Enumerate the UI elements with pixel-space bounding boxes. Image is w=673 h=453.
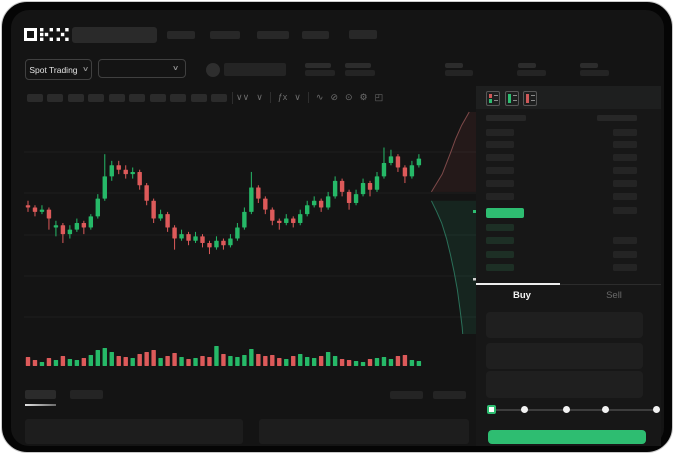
ticker-stat-value — [445, 70, 473, 76]
chart-toolbar: ∨∨ ∨ ƒx ∨ ∿ ⊘ ⊙ ⚙ ◰ — [236, 90, 396, 105]
pair-name-placeholder — [224, 63, 286, 76]
timeframe-button[interactable] — [27, 94, 43, 102]
ticker-stat-value — [580, 70, 609, 76]
tab-divider — [476, 284, 661, 285]
bottom-action[interactable] — [390, 391, 423, 399]
candle-style-icon[interactable]: ∨∨ — [236, 92, 250, 102]
orderbook-view-asks-icon[interactable] — [523, 91, 537, 106]
orderbook-bid-row[interactable] — [486, 251, 514, 258]
toolbar-divider — [269, 92, 271, 103]
timeframe-button[interactable] — [109, 94, 125, 102]
timeframe-button[interactable] — [170, 94, 186, 102]
orderbook-size-cell — [613, 129, 637, 136]
orderbook-header — [476, 86, 661, 109]
ticker-stat-label — [305, 63, 331, 68]
nav-item[interactable] — [302, 31, 329, 39]
orderbook-size-cell — [613, 264, 637, 271]
order-history-panel — [259, 419, 469, 444]
last-price-highlight[interactable] — [486, 208, 524, 218]
timeframe-button[interactable] — [129, 94, 145, 102]
orderbook-bid-row[interactable] — [486, 237, 514, 244]
slider-step-dot[interactable] — [563, 406, 570, 413]
open-orders-panel — [25, 419, 243, 444]
orderbook-size-cell — [613, 154, 637, 161]
orderbook-size-cell — [613, 180, 637, 187]
ticker-stat-value — [305, 70, 335, 76]
timeframe-button[interactable] — [47, 94, 63, 102]
timeframe-button[interactable] — [68, 94, 84, 102]
chevron-down-icon: ∨ — [171, 65, 180, 72]
indicators-icon[interactable]: ƒx — [277, 92, 288, 102]
nav-item[interactable] — [257, 31, 289, 39]
price-chart[interactable] — [24, 110, 480, 372]
orderbook-col-header — [486, 115, 526, 121]
timeframe-button[interactable] — [211, 94, 227, 102]
tab-buy[interactable]: Buy — [513, 289, 531, 301]
orderbook-col-header — [597, 115, 637, 121]
orderbook-size-cell — [613, 193, 637, 200]
market-mode-selector[interactable]: Spot Trading ∨ — [25, 59, 92, 80]
tab-sell[interactable]: Sell — [606, 289, 622, 301]
active-tab-indicator — [476, 283, 560, 285]
orderbook-ask-row[interactable] — [486, 193, 514, 200]
orderbook-view-bids-icon[interactable] — [505, 91, 519, 106]
fullscreen-icon[interactable]: ◰ — [374, 92, 384, 102]
slider-step-dot[interactable] — [653, 406, 660, 413]
snapshot-icon[interactable]: ⊙ — [344, 92, 353, 102]
nav-item[interactable] — [210, 31, 240, 39]
chart-settings-icon[interactable]: ⚙ — [359, 92, 368, 102]
bottom-tab-active[interactable] — [25, 390, 56, 399]
total-input[interactable] — [486, 371, 643, 398]
orderbook-size-cell — [613, 167, 637, 174]
orderbook-size-cell — [613, 207, 637, 214]
chevron-down-icon[interactable]: ∨ — [294, 92, 301, 102]
search-input[interactable] — [72, 27, 157, 43]
timeframe-button[interactable] — [150, 94, 166, 102]
orderbook-ask-row[interactable] — [486, 129, 514, 136]
active-tab-underline — [25, 404, 56, 406]
price-input[interactable] — [486, 312, 643, 338]
timeframe-button[interactable] — [88, 94, 104, 102]
ticker-stat-value — [345, 70, 375, 76]
chevron-down-icon[interactable]: ∨ — [256, 92, 263, 102]
ticker-stat-label — [445, 63, 463, 68]
bottom-tab[interactable] — [70, 390, 103, 399]
pair-icon — [206, 63, 220, 77]
orderbook-ask-row[interactable] — [486, 180, 514, 187]
pair-selector[interactable]: ∨ — [98, 59, 186, 78]
eraser-icon[interactable]: ⊘ — [330, 92, 338, 102]
orderbook-size-cell — [613, 237, 637, 244]
orderbook-size-cell — [613, 141, 637, 148]
okx-logo[interactable] — [24, 28, 70, 41]
ticker-stat-label — [580, 63, 598, 68]
toolbar-divider — [307, 92, 309, 103]
orderbook-view-both-icon[interactable] — [486, 91, 500, 106]
buy-submit-button[interactable] — [488, 430, 646, 444]
ticker-stat-value — [517, 70, 546, 76]
market-mode-label: Spot Trading — [29, 64, 78, 75]
line-tool-icon[interactable]: ∿ — [315, 92, 324, 102]
amount-slider-handle[interactable] — [487, 405, 496, 414]
amount-input[interactable] — [486, 343, 643, 369]
nav-item[interactable] — [349, 30, 377, 39]
slider-step-dot[interactable] — [602, 406, 609, 413]
orderbook-bid-row[interactable] — [486, 264, 514, 271]
slider-step-dot[interactable] — [521, 406, 528, 413]
orderbook-ask-row[interactable] — [486, 167, 514, 174]
orderbook-ask-row[interactable] — [486, 154, 514, 161]
chevron-down-icon: ∨ — [81, 66, 89, 73]
ticker-stat-label — [518, 63, 536, 68]
bottom-action[interactable] — [433, 391, 466, 399]
nav-item[interactable] — [167, 31, 195, 39]
orderbook-size-cell — [613, 251, 637, 258]
toolbar-divider — [232, 92, 233, 104]
orderbook-bid-row[interactable] — [486, 224, 514, 231]
ticker-stat-label — [345, 63, 371, 68]
amount-slider-track[interactable] — [491, 409, 658, 411]
orderbook-ask-row[interactable] — [486, 141, 514, 148]
timeframe-button[interactable] — [191, 94, 207, 102]
